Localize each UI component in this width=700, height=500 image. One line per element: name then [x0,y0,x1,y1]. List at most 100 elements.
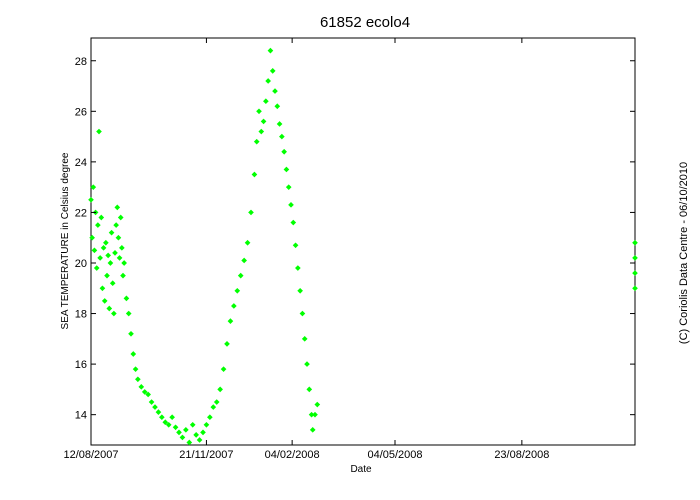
y-tick-label: 16 [75,359,87,371]
data-point [290,219,297,226]
data-point [135,376,141,383]
data-point [234,287,241,294]
data-point [172,424,179,431]
data-point [113,222,119,228]
data-point [101,298,108,304]
data-point [106,305,113,312]
data-point [272,88,278,94]
data-point [89,234,95,241]
y-tick-label: 18 [75,309,87,321]
data-point [125,310,132,317]
y-tick-label: 22 [75,207,87,219]
data-point [159,414,165,421]
data-point [295,265,301,271]
data-point [304,361,310,367]
data-point [96,128,102,135]
data-point [309,427,316,433]
x-axis-label: Date [350,464,372,475]
data-point [267,47,274,54]
data-point [169,414,175,421]
x-tick-label: 21/11/2007 [179,449,233,461]
credit-text: (C) Coriolis Data Centre - 06/10/2010 [678,162,690,344]
data-point [281,148,287,155]
data-point [224,341,230,347]
data-point [152,404,158,410]
data-point [105,252,111,259]
y-tick-label: 20 [75,258,87,270]
data-point [308,411,315,418]
data-point [258,128,265,135]
data-point [203,421,210,428]
data-points [88,47,638,446]
data-point [117,214,124,221]
data-point [244,239,251,246]
data-point [265,78,271,84]
data-point [98,214,105,221]
plot-frame [90,37,636,446]
x-axis-ticks: 12/08/2007 21/11/2007 04/02/2008 04/05/2008… [63,38,549,461]
data-point [314,401,321,408]
data-point [301,335,308,342]
data-point [285,184,292,190]
data-point [292,242,299,249]
data-point [312,411,318,418]
data-point [90,184,97,190]
data-point [632,270,638,276]
data-point [193,432,199,438]
data-point [107,260,114,266]
data-point [120,272,126,279]
data-point [132,366,139,372]
data-point [93,265,100,271]
data-point [179,434,186,441]
data-point [186,439,193,446]
data-point [231,303,237,309]
y-axis-ticks: 14 16 18 20 22 24 26 28 [75,56,635,422]
data-point [115,234,122,241]
data-point [114,204,121,211]
data-point [99,285,106,292]
x-tick-label: 04/02/2008 [265,449,320,461]
data-point [109,280,116,287]
x-tick-label: 04/05/2008 [367,449,422,461]
data-point [220,366,227,372]
data-point [128,330,134,337]
data-point [632,255,638,261]
data-point [297,287,303,294]
data-point [279,133,285,140]
data-point [227,318,234,324]
data-point [248,209,254,216]
data-point [189,421,196,428]
data-point [97,255,103,261]
data-point [100,244,107,251]
data-point [632,285,638,292]
data-point [237,272,244,279]
data-point [112,250,118,256]
data-point [103,239,109,246]
data-point [104,272,110,279]
data-point [176,429,182,436]
x-tick-label: 12/08/2007 [63,449,118,461]
data-point [145,391,151,398]
data-point [123,295,130,302]
data-point [95,222,101,228]
data-point [108,229,115,236]
data-point [274,103,281,110]
data-point [121,260,127,266]
data-point [217,386,223,393]
data-point [283,166,290,173]
data-point [130,351,137,357]
data-point [306,386,313,393]
y-tick-label: 26 [75,106,87,118]
data-point [200,429,206,436]
data-point [260,118,267,125]
data-point [162,419,169,426]
data-point [299,310,306,317]
data-point [141,389,148,395]
data-point [111,310,117,317]
data-point [155,409,162,415]
data-point [210,404,217,410]
y-tick-label: 28 [75,56,87,68]
data-point [119,244,125,251]
data-point [269,68,276,74]
